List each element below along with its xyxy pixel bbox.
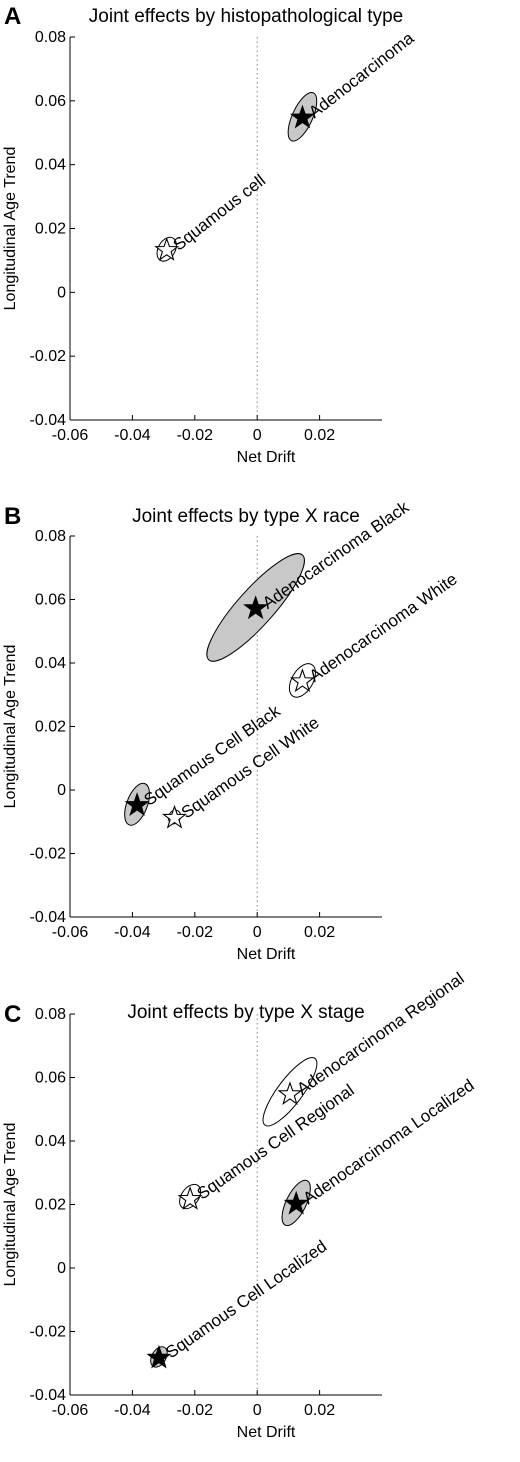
panel-letter: B	[4, 503, 21, 530]
y-tick-label: -0.02	[30, 1324, 67, 1341]
y-tick-label: 0.08	[35, 1006, 66, 1023]
chart-title: Joint effects by type X stage	[127, 1002, 364, 1023]
y-axis-label: Longitudinal Age Trend	[2, 1123, 19, 1287]
point-label: Adenocarcinoma Regional	[293, 969, 467, 1099]
y-tick-label: 0.08	[35, 528, 66, 545]
y-tick-label: 0.08	[35, 29, 66, 46]
point-label: Adenocarcinoma White	[306, 569, 461, 685]
y-tick-label: 0	[57, 1260, 66, 1277]
panel-a: A Joint effects by histopathological type…	[2, 3, 418, 466]
x-tick-label: -0.04	[114, 427, 151, 444]
chart-title: Joint effects by type X race	[132, 506, 360, 527]
open-star-marker	[154, 237, 180, 261]
panel-b: B Joint effects by type X race-0.06 -0.04-…	[2, 497, 461, 963]
open-star-marker	[277, 1081, 303, 1106]
y-tick-label: 0.02	[35, 719, 66, 736]
y-tick-label: 0.06	[35, 592, 66, 609]
open-star-marker	[177, 1185, 203, 1210]
y-tick-label: 0	[57, 782, 66, 799]
y-tick-label: 0.04	[35, 1133, 66, 1150]
x-tick-label: 0	[253, 427, 262, 444]
y-tick-label: 0.06	[35, 93, 66, 110]
y-tick-label: 0	[57, 284, 66, 301]
y-tick-label: 0.02	[35, 221, 66, 238]
y-tick-label: -0.02	[30, 348, 67, 365]
point-label: Squamous cell	[169, 171, 269, 255]
x-tick-label: 0.02	[304, 924, 335, 941]
filled-star-marker	[243, 595, 269, 620]
filled-star-marker	[146, 1344, 172, 1369]
open-star-marker	[161, 804, 188, 829]
y-tick-label: -0.04	[30, 412, 67, 429]
x-tick-label: -0.02	[177, 924, 214, 941]
x-tick-label: -0.06	[52, 427, 89, 444]
x-axis-label: Net Drift	[237, 1424, 296, 1441]
y-axis-label: Longitudinal Age Trend	[2, 645, 19, 809]
x-tick-label: 0	[253, 1402, 262, 1419]
y-tick-label: -0.04	[30, 1387, 67, 1404]
x-tick-label: -0.06	[52, 1402, 89, 1419]
panel-letter: A	[4, 3, 21, 30]
point-label: Squamous Cell Localized	[162, 1237, 330, 1363]
x-axis-label: Net Drift	[237, 449, 296, 466]
y-tick-label: -0.02	[30, 846, 67, 863]
y-axis-label: Longitudinal Age Trend	[2, 147, 19, 311]
y-tick-label: -0.04	[30, 909, 67, 926]
point-label: Adenocarcinoma	[305, 28, 418, 122]
x-tick-label: 0.02	[304, 1402, 335, 1419]
y-tick-label: 0.04	[35, 655, 66, 672]
y-tick-label: 0.04	[35, 157, 66, 174]
filled-star-marker	[283, 1190, 309, 1215]
chart-title: Joint effects by histopathological type	[89, 6, 403, 27]
panel-letter: C	[4, 1001, 21, 1028]
open-star-marker	[289, 668, 315, 693]
x-axis-label: Net Drift	[237, 946, 296, 963]
x-tick-label: -0.04	[114, 924, 151, 941]
x-tick-label: -0.06	[52, 924, 89, 941]
x-tick-label: 0	[253, 924, 262, 941]
x-tick-label: -0.02	[177, 1402, 214, 1419]
panel-c: C Joint effects by type X stage-0.06 -0.04…	[2, 969, 478, 1441]
y-tick-label: 0.06	[35, 1070, 66, 1087]
x-tick-label: -0.02	[177, 427, 214, 444]
x-tick-label: 0.02	[304, 427, 335, 444]
y-tick-label: 0.02	[35, 1197, 66, 1214]
filled-star-marker	[124, 792, 150, 816]
filled-star-marker	[289, 104, 315, 129]
x-tick-label: -0.04	[114, 1402, 151, 1419]
